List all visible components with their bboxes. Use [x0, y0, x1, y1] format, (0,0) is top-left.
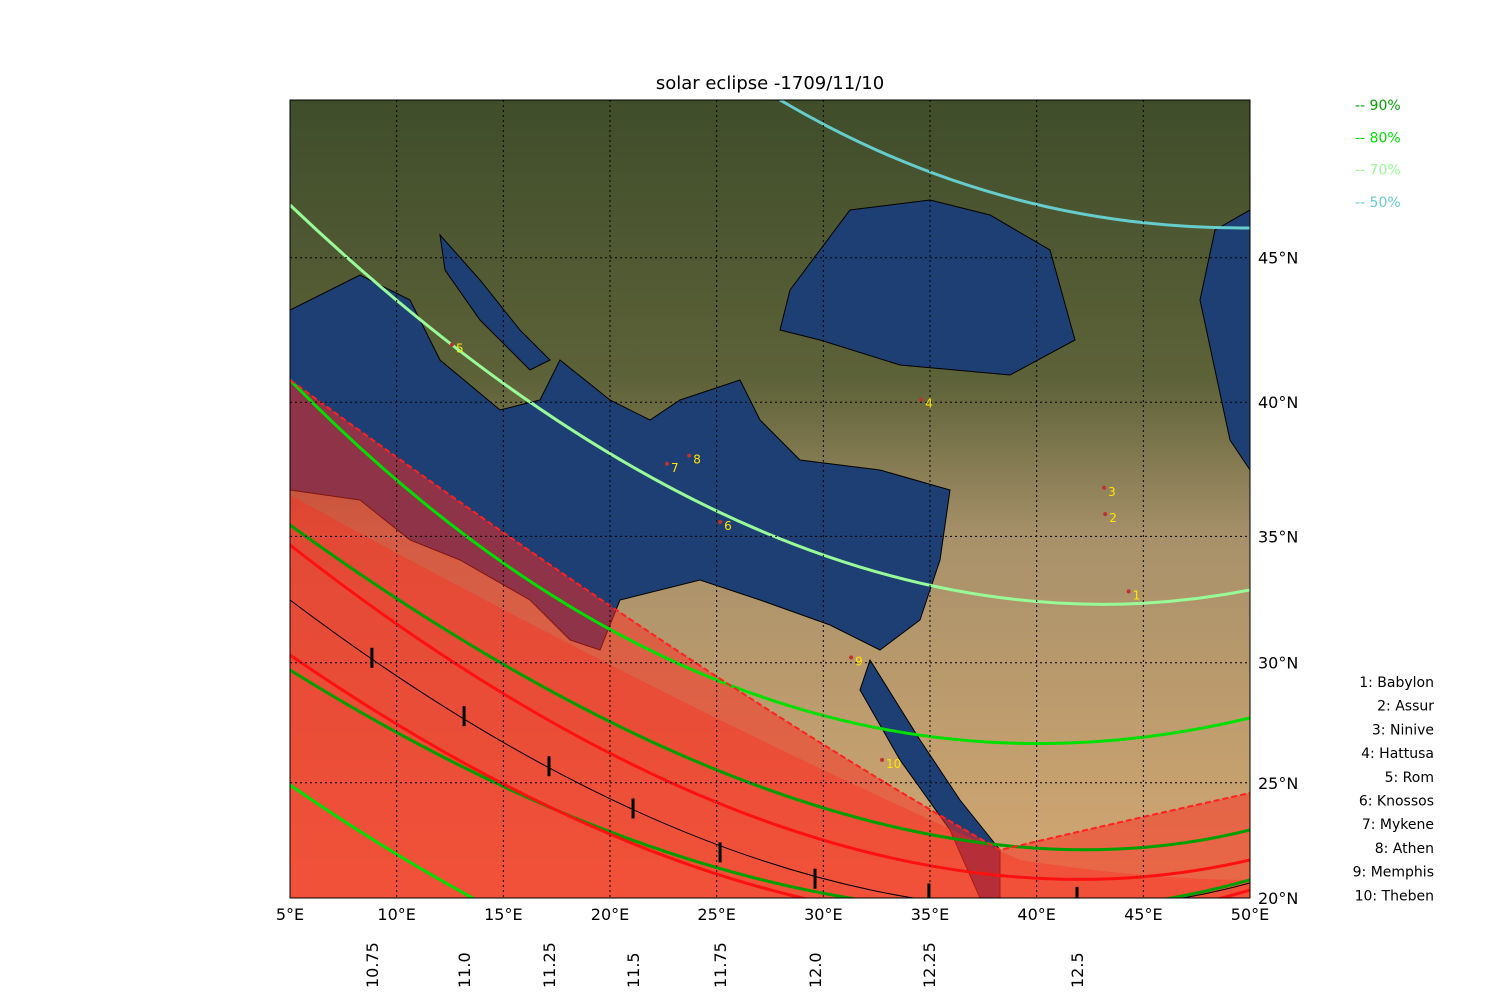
time-label: 10.75 [363, 942, 382, 988]
x-tick-label: 50°E [1231, 905, 1269, 924]
y-tick-label: 40°N [1258, 393, 1298, 412]
city-legend-entry: 5: Rom [1385, 770, 1434, 786]
city-point [718, 520, 723, 525]
time-label: 12.25 [920, 942, 939, 988]
time-label: 12.0 [806, 952, 825, 988]
city-point [1102, 485, 1107, 490]
city-marker: 1 [1133, 588, 1141, 602]
marks: 1 2 3 4 5 6 78 9 10 [370, 342, 1141, 898]
totality-line [290, 653, 1250, 898]
x-tick-label: 20°E [591, 905, 629, 924]
city-marker: 6 [724, 519, 732, 533]
legend-entry: -- 50% [1355, 195, 1401, 211]
city-legend-entry: 6: Knossos [1359, 794, 1434, 810]
x-tick-label: 40°E [1017, 905, 1055, 924]
x-tick-label: 5°E [276, 905, 304, 924]
time-label: 12.5 [1068, 952, 1087, 988]
y-tick-label: 45°N [1258, 249, 1298, 268]
magnitude-80-line [290, 378, 1250, 746]
city-legend-entry: 1: Babylon [1359, 675, 1434, 691]
map-title: solar eclipse -1709/11/10 [656, 73, 884, 94]
map-area: 1 2 3 4 5 6 78 9 10 [290, 100, 1250, 898]
x-tick-label: 45°E [1124, 905, 1162, 924]
city-point [687, 453, 692, 458]
x-tick-label: 30°E [804, 905, 842, 924]
city-legend-entry: 2: Assur [1377, 699, 1434, 715]
x-tick-label: 10°E [377, 905, 415, 924]
city-point [1126, 589, 1131, 594]
magnitude-90-line [290, 523, 1250, 852]
city-point [919, 397, 924, 402]
totality-line [290, 543, 1250, 881]
eclipse-band [290, 380, 1250, 898]
city-legend-entry: 3: Ninive [1372, 722, 1434, 738]
city-marker: 3 [1108, 485, 1116, 499]
magnitude-80-line [290, 783, 476, 898]
x-tick-label: 35°E [911, 905, 949, 924]
city-marker: 5 [456, 342, 464, 356]
magnitude-70-line [290, 203, 1250, 606]
x-tick-label: 25°E [697, 905, 735, 924]
city-marker: 10 [886, 757, 901, 771]
city-point [1103, 512, 1108, 517]
time-label: 11.0 [455, 952, 474, 988]
time-label: 11.25 [540, 942, 559, 988]
legend-entry: -- 70% [1355, 163, 1401, 179]
city-legend-entry: 4: Hattusa [1361, 746, 1434, 762]
magnitude-90-line [290, 668, 1250, 898]
adriatic-sea [439, 233, 551, 371]
city-legend-entry: 9: Memphis [1353, 865, 1434, 881]
central-line [290, 599, 1250, 898]
black-sea [779, 199, 1076, 376]
city-point [849, 655, 854, 660]
city-point [665, 461, 670, 466]
city-point [880, 757, 885, 762]
city-marker: 2 [1109, 511, 1117, 525]
city-marker: 7 [671, 461, 679, 475]
grid [290, 100, 1250, 898]
y-tick-label: 25°N [1258, 774, 1298, 793]
city-legend-entry: 10: Theben [1355, 888, 1434, 904]
legend-entry: -- 80% [1355, 130, 1401, 146]
y-tick-label: 35°N [1258, 527, 1298, 546]
plot-frame [289, 99, 1251, 899]
city-marker: 9 [855, 654, 863, 668]
magnitude-50-line [779, 100, 1250, 230]
limit-line [290, 379, 1250, 852]
time-label: 11.5 [624, 952, 643, 988]
y-tick-label: 30°N [1258, 654, 1298, 673]
time-label: 11.75 [711, 942, 730, 988]
legend-entry: -- 90% [1355, 98, 1401, 114]
caspian-sea [1199, 209, 1250, 471]
city-marker: 4 [925, 397, 933, 411]
city-legend-entry: 8: Athen [1375, 841, 1434, 857]
city-point [449, 342, 454, 347]
city-marker: 8 [693, 453, 701, 467]
y-tick-label: 20°N [1258, 889, 1298, 908]
x-tick-label: 15°E [484, 905, 522, 924]
city-legend-entry: 7: Mykene [1362, 817, 1434, 833]
